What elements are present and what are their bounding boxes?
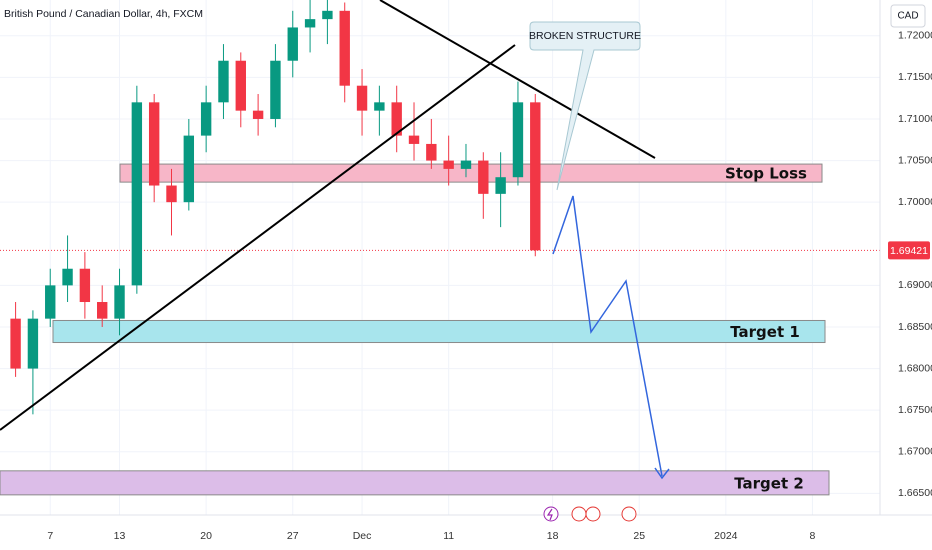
event-icon[interactable] bbox=[585, 506, 601, 522]
zone bbox=[0, 470, 830, 496]
x-tick-label: 20 bbox=[200, 530, 212, 542]
candle-body bbox=[148, 102, 160, 186]
candle-body bbox=[530, 102, 541, 251]
zone bbox=[52, 319, 826, 344]
candle-body bbox=[114, 285, 125, 319]
y-tick-label: 1.72000 bbox=[898, 30, 932, 42]
x-tick-label: Dec bbox=[353, 530, 372, 542]
candle-body bbox=[408, 135, 420, 144]
chart-title: British Pound / Canadian Dollar, 4h, FXC… bbox=[4, 8, 203, 20]
candle-body bbox=[252, 110, 264, 119]
x-tick-label: 11 bbox=[443, 530, 454, 542]
candle-body bbox=[478, 160, 489, 194]
candle-body bbox=[304, 19, 316, 28]
y-tick-label: 1.68500 bbox=[898, 321, 932, 333]
candle-body bbox=[45, 285, 56, 319]
candle-body bbox=[426, 143, 437, 161]
arrow-head bbox=[654, 467, 670, 480]
x-tick-label: 25 bbox=[633, 530, 645, 542]
zone-label: Stop Loss bbox=[725, 165, 807, 183]
trend-line bbox=[379, 0, 656, 159]
x-tick-label: 13 bbox=[114, 530, 126, 542]
candle-body bbox=[10, 318, 21, 369]
currency-box bbox=[890, 4, 926, 28]
grid bbox=[0, 0, 880, 515]
candle-body bbox=[131, 102, 143, 286]
candle-body bbox=[460, 160, 472, 169]
candle-body bbox=[270, 60, 281, 119]
trend-line bbox=[0, 44, 516, 431]
axes: 1.66500 1.67000 1.67500 1.68000 1.68500 1.690… bbox=[47, 30, 932, 542]
candle-body bbox=[339, 10, 350, 86]
x-tick-label: 18 bbox=[547, 530, 559, 542]
candle-body bbox=[200, 102, 212, 136]
y-tick-label: 1.71000 bbox=[898, 113, 932, 125]
zone-label: Target 2 bbox=[734, 474, 804, 492]
event-icon[interactable] bbox=[621, 506, 637, 522]
candle-body bbox=[62, 268, 73, 286]
callout-box bbox=[529, 21, 641, 191]
y-tick-label: 1.70500 bbox=[898, 154, 932, 166]
candle-body bbox=[27, 318, 39, 369]
event-icon[interactable] bbox=[571, 506, 587, 522]
y-tick-label: 1.67500 bbox=[898, 404, 932, 416]
candle-body bbox=[322, 10, 333, 20]
zones: Stop Loss Target 1 Target 2 bbox=[0, 163, 830, 496]
x-tick-label: 27 bbox=[287, 530, 299, 542]
y-tick-label: 1.69000 bbox=[898, 279, 932, 291]
candle-body bbox=[374, 102, 385, 111]
candle-body bbox=[218, 60, 229, 103]
callout-text: BROKEN STRUCTURE bbox=[529, 30, 641, 42]
candle-body bbox=[166, 185, 177, 203]
candle-body bbox=[235, 60, 246, 111]
candle-body bbox=[183, 135, 195, 203]
candle-body bbox=[443, 160, 454, 169]
y-tick-label: 1.67000 bbox=[898, 446, 932, 458]
y-tick-label: 1.68000 bbox=[898, 362, 932, 374]
projection-path bbox=[552, 195, 663, 477]
currency: CAD bbox=[897, 11, 918, 22]
event-icon[interactable] bbox=[543, 506, 559, 522]
last-price-box bbox=[888, 241, 930, 260]
x-tick-label: 8 bbox=[810, 530, 816, 542]
y-tick-label: 1.70000 bbox=[898, 196, 932, 208]
x-tick-label: 2024 bbox=[714, 530, 738, 542]
candle-body bbox=[287, 27, 298, 61]
zone-label: Target 1 bbox=[730, 323, 800, 341]
candle-body bbox=[391, 102, 402, 136]
candle-body bbox=[512, 102, 524, 178]
event-icon-glyph bbox=[546, 508, 553, 521]
y-tick-label: 1.71500 bbox=[898, 71, 932, 83]
y-tick-label: 1.66500 bbox=[898, 487, 932, 499]
candle-body bbox=[79, 268, 91, 303]
candles bbox=[10, 0, 541, 415]
candle-body bbox=[356, 85, 368, 111]
last-price-label: 1.69421 bbox=[890, 245, 928, 257]
candle-body bbox=[495, 177, 506, 194]
x-tick-label: 7 bbox=[47, 530, 53, 542]
candle-body bbox=[97, 302, 108, 319]
